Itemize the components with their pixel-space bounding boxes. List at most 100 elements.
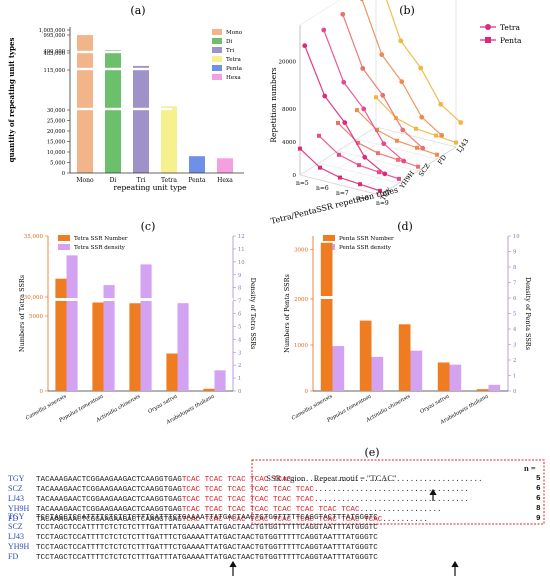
alignment-row-repeat: TCAC TCAC TCAC TCAC TCAC: [181, 476, 292, 484]
panel-e-arrow-bottom-right: [451, 560, 459, 576]
panel-b-penta-point: [374, 95, 378, 100]
panel-a-y-tick-label: 995,000: [44, 33, 65, 39]
panel_d-y2-tick-label: 7: [513, 281, 516, 287]
alignment-row-sequence: TCCTAGCTCCATTTTCTCTCTCTTTGATTTATGAAAATTA…: [36, 554, 378, 562]
panel-b-letter: (b): [399, 4, 415, 17]
panel-b-floor-grid: [319, 131, 397, 181]
panel-a-y-tick-label: 10,000: [47, 150, 65, 156]
panel_d-bar-density: [488, 384, 501, 391]
panel-b-penta-point: [337, 152, 341, 157]
panel_c-y2-tick-label: 8: [238, 286, 241, 292]
panel_c-y2-tick-label: 1: [238, 376, 241, 382]
alignment-row-sequence: TCCTAGCTCCATTTTCTCTCTCTTTGATTTCTGAAAATTA…: [36, 514, 378, 522]
panel-b-y-tick-label: 8000: [282, 107, 296, 113]
panel-b-x-tick-label: n=8: [356, 195, 369, 202]
panel-a-x-tick-label: Penta: [188, 177, 206, 184]
panel_d-bar-number: [476, 389, 489, 391]
alignment-row: LJ43 TCCTAGCTCCATTTTCTCTCTCTTTGATTTCTGAAA…: [8, 532, 378, 543]
panel-a-legend-label: Hexa: [226, 75, 241, 81]
alignment-row: TGY TACAAAGAACTCGGAAGAAGACTCAAGGTGAGTCAC …: [8, 474, 483, 485]
panel_c-bar-density: [177, 303, 189, 391]
panel-a-legend: Mono Di Tri Tetra Penta Hexa: [212, 29, 243, 81]
panel_d-y2-tick-label: 9: [513, 250, 516, 256]
alignment-row-name: FD: [8, 552, 19, 561]
panel-e-header-motif: Repeat motif = "TCAC": [313, 473, 397, 483]
panel-b-tetra-point: [302, 43, 308, 49]
panel-e-header-region: SSR region: [266, 473, 306, 483]
panel_c-bar-density: [140, 264, 152, 391]
panel_c-y2-tick-label: 11: [238, 247, 245, 253]
panel-b-penta-point: [318, 165, 322, 170]
panel-b-tetra-point: [382, 171, 388, 177]
panel_c-bar-number: [55, 278, 67, 391]
panel_d-y-tick-label: 2000: [294, 297, 308, 303]
panel-a-x-tick-label: Tri: [137, 177, 146, 184]
panel-b-x-tick-label: n=5: [296, 180, 309, 187]
panel_d-y-tick-label: 0: [305, 389, 309, 395]
panel_d-y-tick-label: 3000: [294, 248, 308, 254]
alignment-row-flank: TACAAAGAACTCGGAAGAAGACTCAAGGTGAG: [36, 516, 182, 524]
panel-b-z-tick-label: SCZ: [417, 162, 432, 178]
panel-a-legend-swatch: [212, 74, 222, 80]
panel_d-y2-tick-label: 6: [513, 296, 516, 302]
panel-a-y-ticks: 0 5,000 10,000 15,000 20,000 25,000 30,000 115,…: [39, 28, 70, 177]
panel-b-tetra-point: [381, 141, 387, 147]
panel-b-series: [298, 0, 464, 193]
panel-a-y-label: quantity of repeating unit types: [7, 38, 16, 163]
panel-a-x-tick-labels: Mono Di Tri Tetra Penta Hexa: [76, 177, 233, 184]
panel-a-legend-label: Di: [226, 39, 232, 45]
panel-a-bar: [161, 106, 177, 173]
panel-d-axis-break: [315, 296, 395, 299]
panel_d-y-label: Numbers of Penta SSRs: [283, 274, 291, 353]
panel-a-legend-label: Tetra: [226, 57, 242, 63]
alignment-row-flank: TACAAAGAACTCGGAAGAAGACTCAAGGTGAG: [36, 476, 182, 484]
panel_c-y2-tick-label: 7: [238, 299, 241, 305]
panel-b-top-edge: [299, 0, 341, 26]
panel-b-x-ticks: n=5 n=6 n=7 n=8 n=9: [296, 180, 389, 207]
alignment-row-flank: TACAAAGAACTCGGAAGAAGACTCAAGGTGAG: [36, 496, 182, 504]
alignment-row: LJ43 TACAAAGAACTCGGAAGAAGACTCAAGGTGAGTCAC…: [8, 494, 469, 505]
panel-b-tetra-point: [379, 52, 385, 58]
alignment-row: TGY TCCTAGCTCCATTTTCTCTCTCTTTGATTTCTGAAAA…: [8, 512, 378, 523]
panel-a-x-tick-label: Tetra: [161, 177, 177, 184]
panel_c-bar-density: [103, 285, 115, 391]
panel-a-bar: [217, 158, 233, 173]
panel_c-y2-label: Density of Tetra SSRs: [249, 278, 257, 350]
panel_c-legend-label: Tetra SSR Number: [74, 236, 128, 242]
panel-b-tetra-point: [380, 92, 386, 98]
alignment-row-gap: ..................: [359, 506, 442, 514]
panel_d-x-tick-label: Oryza sativa: [419, 394, 450, 416]
panel-b-series-line: [342, 14, 424, 149]
panel_d-y2-tick-label: 3: [513, 343, 516, 349]
panel-b-tetra-point: [398, 38, 404, 44]
panel-c-letter: (c): [141, 220, 156, 233]
panel_c-y2-tick-label: 9: [238, 273, 241, 279]
panel-b-tetra-point: [342, 120, 348, 125]
alignment-row-sequence: TCCTAGCTCCATTTTCTCTCTCTTTGATTTCTGAAAATTA…: [36, 534, 378, 542]
alignment-row-gap: ..................................: [313, 486, 469, 494]
panel-b-y-ticks: 0 4000 8000 20000: [279, 59, 297, 179]
panel-a: (a) 0 5,000 10,000 15,000 20,000 25,000 30,000…: [7, 4, 244, 192]
panel-b-y-tick-label: 20000: [279, 59, 297, 65]
panel-b-legend-marker: [485, 37, 491, 43]
alignment-row-name: LJ43: [8, 532, 24, 541]
panel-b-tetra-point: [362, 154, 368, 160]
panel-b-penta-point: [414, 126, 418, 131]
panel-b-series-line: [323, 29, 405, 162]
panel-a-legend-label: Penta: [226, 66, 243, 72]
alignment-row-sequence: TCCTAGCTCCATTTTCTCTCTCTTTGATTTCTGAAAATTA…: [36, 544, 378, 552]
alignment-row-name: TGY: [8, 512, 25, 521]
panel-b-z-tick-label: LJ43: [455, 137, 470, 154]
panel-b-y-tick-label: 4000: [282, 140, 296, 146]
panel-a-legend-swatch: [212, 29, 222, 35]
panel-b-penta-point: [317, 133, 321, 138]
panel-b-legend-marker: [485, 24, 491, 30]
panel-e-arrow-top: [429, 488, 437, 501]
alignment-row-repeat: TCAC TCAC TCAC TCAC TCAC TCAC: [181, 486, 314, 494]
panel-b-tetra-point: [399, 79, 405, 85]
alignment-row-name: YH9H: [8, 504, 30, 513]
panel_c-y2-tick-label: 2: [238, 363, 241, 369]
